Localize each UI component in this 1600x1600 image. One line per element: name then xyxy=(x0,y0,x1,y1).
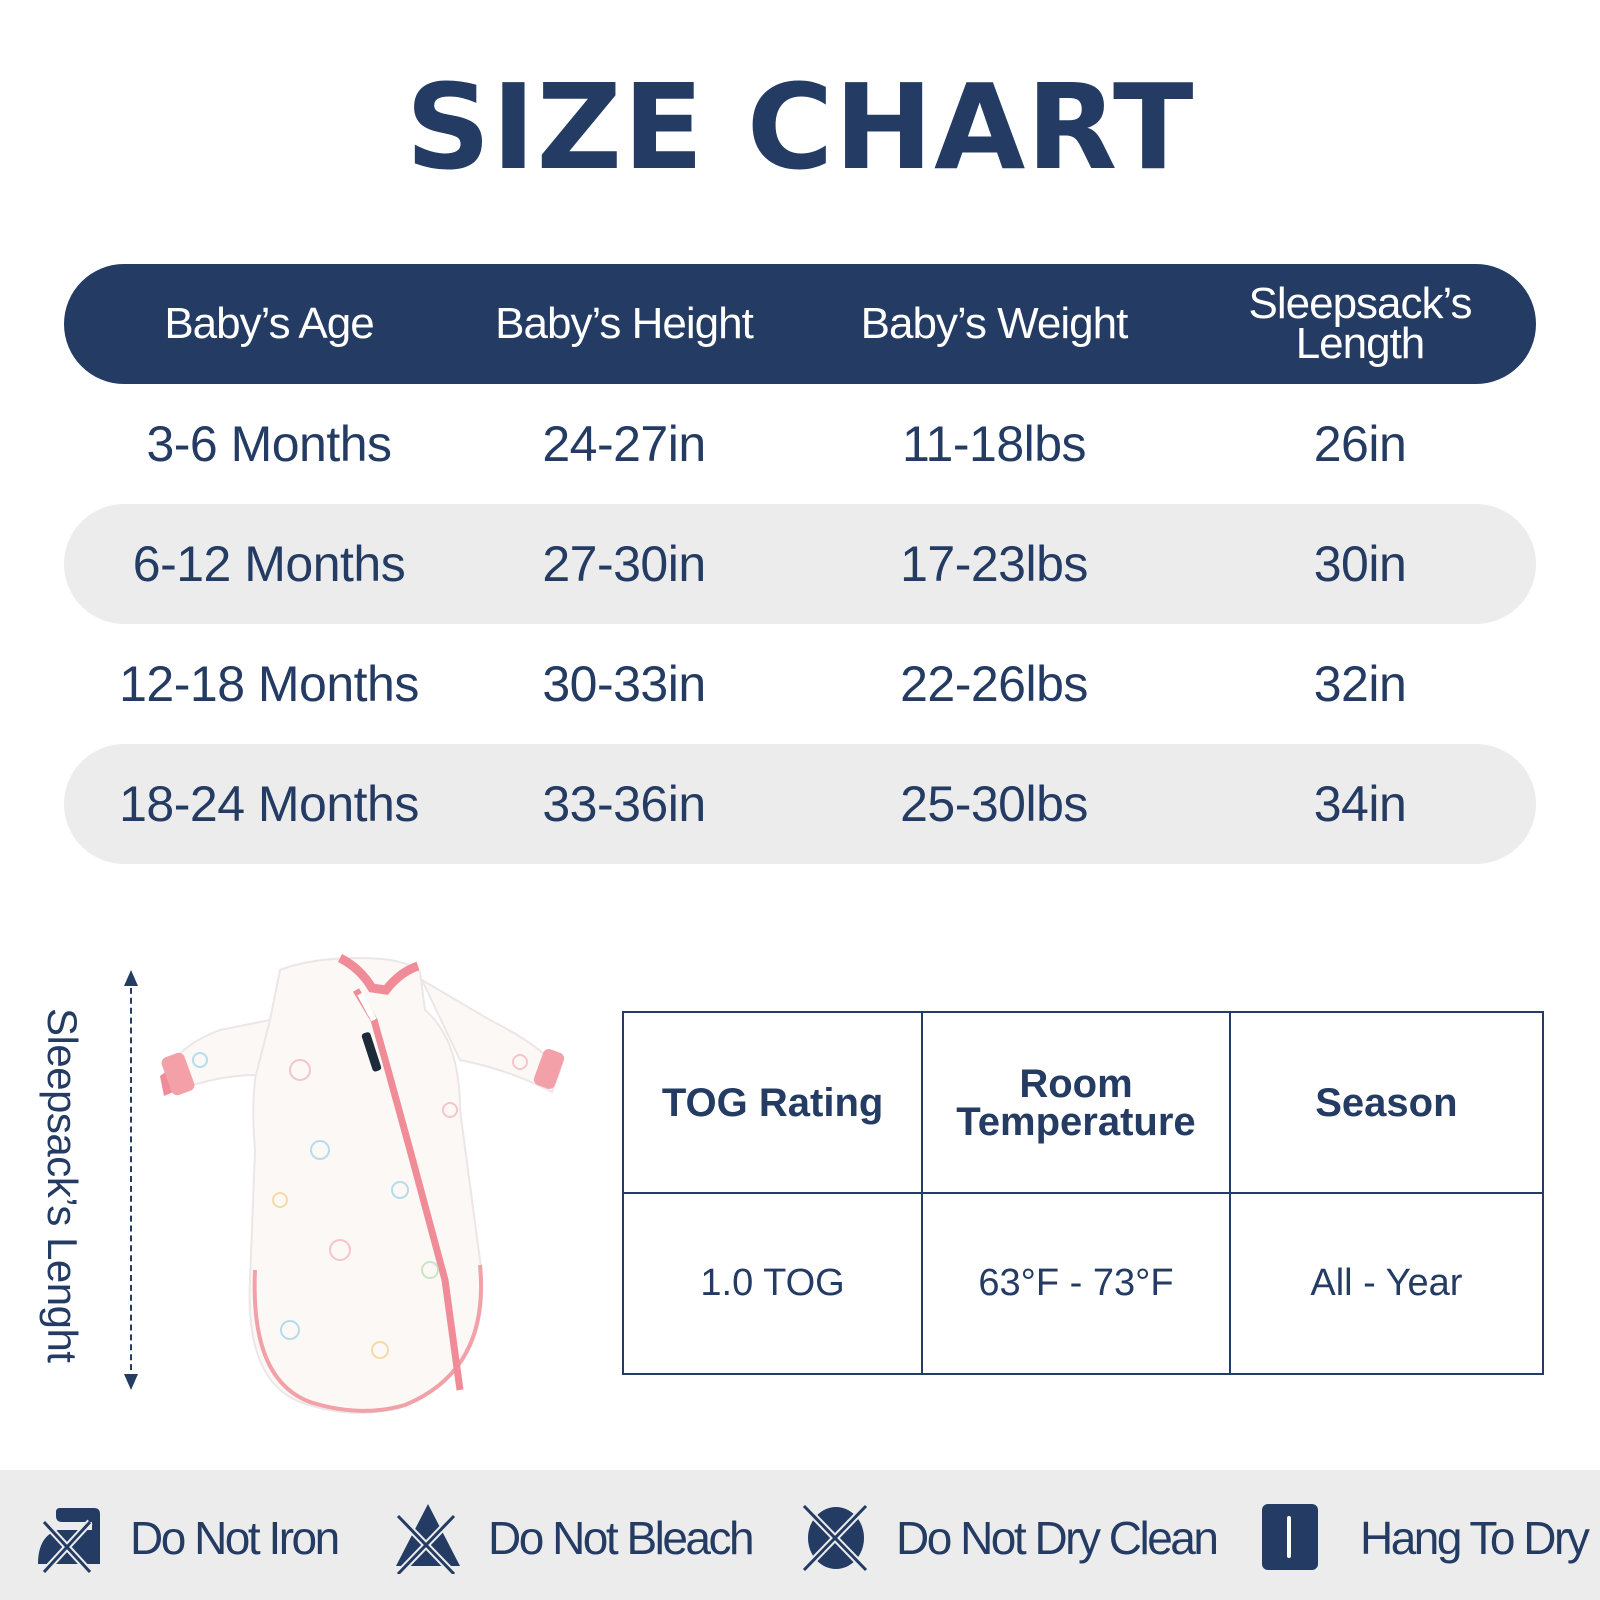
cell-age: 12-18 Months xyxy=(119,656,419,712)
cell-age: 6-12 Months xyxy=(132,536,406,592)
dashed-line xyxy=(130,978,132,1380)
no-iron-icon xyxy=(38,1508,100,1574)
cell-length: 26in xyxy=(1313,416,1407,472)
care-label: Do Not Dry Clean xyxy=(896,1512,1219,1564)
arrow-down-icon xyxy=(124,1374,138,1390)
header-season: Season xyxy=(1228,1011,1545,1194)
header-tog-rating: TOG Rating xyxy=(621,1011,924,1194)
care-label: Do Not Bleach xyxy=(488,1512,755,1564)
cell-length: 34in xyxy=(1313,776,1407,832)
cell-weight: 22-26lbs xyxy=(900,656,1088,712)
cell-length: 30in xyxy=(1313,536,1407,592)
header-weight: Baby’s Weight xyxy=(860,299,1129,348)
care-item-hang-dry: Hang To Dry xyxy=(1254,1498,1590,1578)
cell-height: 24-27in xyxy=(542,416,706,472)
cell-age: 18-24 Months xyxy=(119,776,419,832)
care-item-no-bleach: Do Not Bleach xyxy=(392,1498,755,1578)
double-arrow-vertical-icon xyxy=(60,970,140,1390)
size-chart-header: Baby’s Age Baby’s Height Baby’s Weight S… xyxy=(64,264,1536,384)
cell-length: 32in xyxy=(1313,656,1407,712)
header-height: Baby’s Height xyxy=(495,299,754,348)
table-row: 18-24 Months 33-36in 25-30lbs 34in xyxy=(64,744,1536,864)
header-temp-line1: Room xyxy=(1019,1061,1133,1106)
value-temperature: 63°F - 73°F xyxy=(921,1192,1231,1375)
no-bleach-icon xyxy=(395,1504,460,1574)
header-length-line1: Sleepsack’s xyxy=(1248,279,1473,328)
measurement-label: Sleepsack’s Lenght xyxy=(39,1008,86,1363)
table-row: 3-6 Months 24-27in 11-18lbs 26in xyxy=(64,384,1536,504)
cell-height: 30-33in xyxy=(542,656,706,712)
hang-dry-icon xyxy=(1262,1504,1318,1570)
size-chart-table: Baby’s Age Baby’s Height Baby’s Weight S… xyxy=(64,264,1536,864)
cell-height: 33-36in xyxy=(542,776,706,832)
value-tog: 1.0 TOG xyxy=(621,1192,924,1375)
no-dry-clean-icon xyxy=(801,1503,869,1573)
care-label: Hang To Dry xyxy=(1360,1512,1590,1564)
header-temp-line2: Temperature xyxy=(956,1099,1196,1144)
tog-table-value-row: 1.0 TOG 63°F - 73°F All - Year xyxy=(621,1192,1545,1375)
header-age: Baby’s Age xyxy=(164,299,374,348)
tog-table-header-row: TOG Rating Room Temperature Season xyxy=(621,1011,1545,1194)
care-item-no-iron: Do Not Iron xyxy=(34,1498,340,1578)
cell-height: 27-30in xyxy=(542,536,706,592)
sleepsack-product-image xyxy=(160,953,565,1414)
table-row: 6-12 Months 27-30in 17-23lbs 30in xyxy=(64,504,1536,624)
care-item-no-dry-clean: Do Not Dry Clean xyxy=(800,1498,1219,1578)
care-label: Do Not Iron xyxy=(130,1512,340,1564)
header-room-temperature: Room Temperature xyxy=(921,1011,1231,1194)
table-row: 12-18 Months 30-33in 22-26lbs 32in xyxy=(64,624,1536,744)
page-title: SIZE CHART xyxy=(405,58,1195,196)
care-instructions-bar: Do Not Iron Do Not Bleach Do Not Dry Cle… xyxy=(0,1470,1600,1600)
cell-weight: 17-23lbs xyxy=(900,536,1088,592)
header-length: Sleepsack’s Length xyxy=(1184,279,1536,368)
value-season: All - Year xyxy=(1228,1192,1545,1375)
cell-age: 3-6 Months xyxy=(146,416,392,472)
header-length-line2: Length xyxy=(1295,319,1426,368)
tog-table: TOG Rating Room Temperature Season 1.0 T… xyxy=(621,1011,1545,1375)
cell-weight: 25-30lbs xyxy=(900,776,1088,832)
cell-weight: 11-18lbs xyxy=(901,416,1087,472)
